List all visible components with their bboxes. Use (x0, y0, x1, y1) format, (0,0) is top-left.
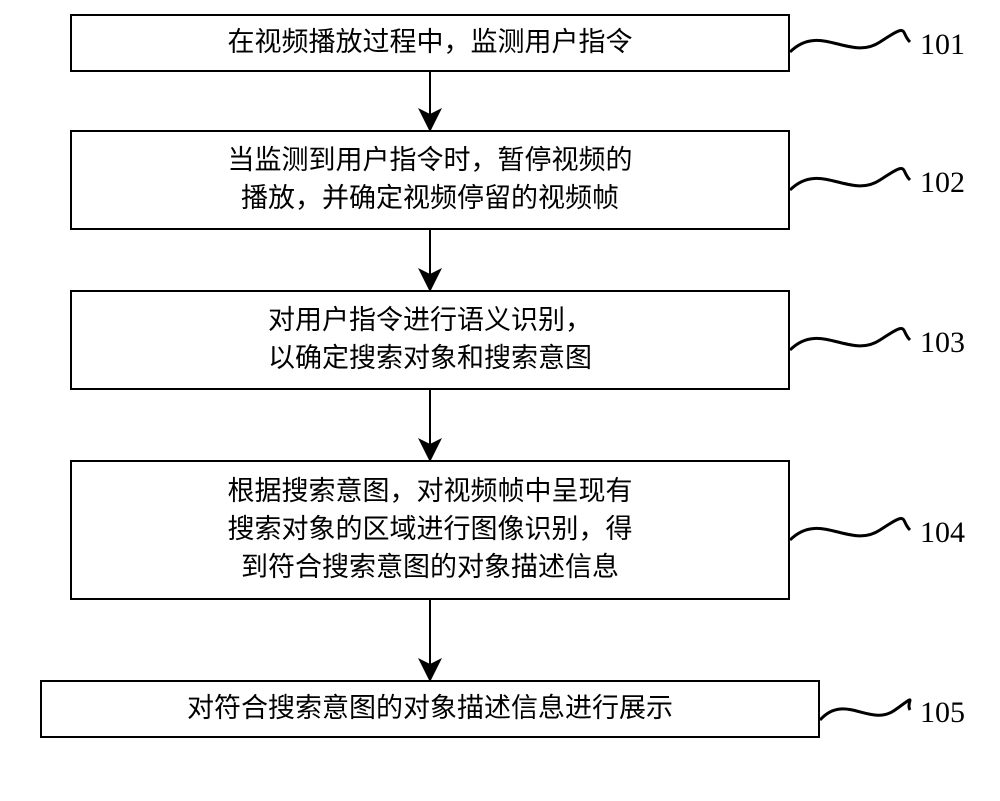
step-label-103: 103 (920, 326, 965, 360)
flow-node-text: 对用户指令进行语义识别，以确定搜索对象和搜索意图 (268, 302, 592, 378)
flow-node-2: 当监测到用户指令时，暂停视频的播放，并确定视频停留的视频帧 (70, 130, 790, 230)
step-label-102: 102 (920, 166, 965, 200)
flow-node-5: 对符合搜索意图的对象描述信息进行展示 (40, 680, 820, 738)
tilde-connector (790, 30, 910, 52)
step-label-104: 104 (920, 516, 965, 550)
step-label-101: 101 (920, 28, 965, 62)
tilde-connector (790, 518, 910, 540)
tilde-connector (790, 328, 910, 350)
tilde-connector (820, 700, 910, 720)
flow-node-text: 在视频播放过程中，监测用户指令 (228, 24, 633, 62)
flow-node-1: 在视频播放过程中，监测用户指令 (70, 14, 790, 72)
flow-node-text: 对符合搜索意图的对象描述信息进行展示 (187, 690, 673, 728)
flow-node-text: 当监测到用户指令时，暂停视频的播放，并确定视频停留的视频帧 (228, 142, 633, 218)
tilde-connector (790, 168, 910, 190)
flow-node-text: 根据搜索意图，对视频帧中呈现有搜索对象的区域进行图像识别，得到符合搜索意图的对象… (228, 473, 633, 586)
flow-node-4: 根据搜索意图，对视频帧中呈现有搜索对象的区域进行图像识别，得到符合搜索意图的对象… (70, 460, 790, 600)
flowchart-canvas: 在视频播放过程中，监测用户指令 当监测到用户指令时，暂停视频的播放，并确定视频停… (0, 0, 1000, 801)
flow-node-3: 对用户指令进行语义识别，以确定搜索对象和搜索意图 (70, 290, 790, 390)
step-label-105: 105 (920, 696, 965, 730)
